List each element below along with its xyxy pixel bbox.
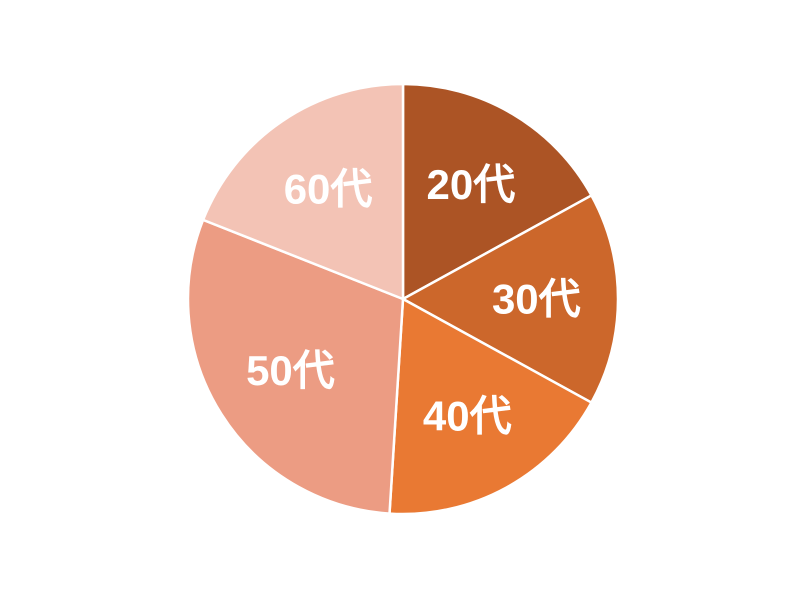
pie-slice-4 (186, 218, 405, 515)
pie-slice-3 (388, 297, 593, 516)
pie-slice-2 (401, 194, 620, 404)
pie-slice-5 (201, 82, 405, 301)
pie-slice-1 (401, 82, 593, 301)
